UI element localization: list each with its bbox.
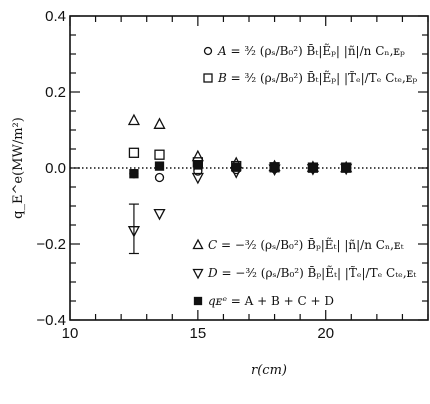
point-square-filled	[193, 160, 203, 170]
legend-formula: = ³⁄₂ (ρₛ/B₀²) B̄ₜ|Ẽₚ| |ñ|/n Cₙ,ᴇₚ	[227, 43, 405, 58]
point-square-filled	[269, 162, 280, 173]
legend-marker-square-open	[203, 73, 213, 83]
x-tick-label: 20	[317, 325, 334, 342]
point-triangle-up-open	[153, 117, 166, 129]
x-tick-label: 10	[62, 325, 79, 342]
legend-entry: C = −³⁄₂ (ρₛ/B₀²) B̄ₚ|Ẽₜ| |ñ|/n Cₙ,ᴇₜ	[208, 237, 404, 252]
legend-marker-triangle-up-open	[192, 238, 204, 250]
tick-labels: 10 15 20 0.4 0.2 0.0 −0.2 −0.4	[36, 8, 334, 342]
legend-formula: = A + B + C + D	[227, 294, 334, 308]
point-triangle-down-open	[191, 172, 204, 185]
point-square-filled	[341, 163, 351, 173]
legend-marker-square-filled	[193, 296, 203, 306]
point-triangle-down-open	[127, 226, 141, 238]
point-square-open	[154, 149, 165, 160]
legend-entry: qᴇᵉ = A + B + C + D	[208, 294, 334, 308]
legend-formula: = −³⁄₂ (ρₛ/B₀²) B̄ₚ|Ẽₜ| |ñ|/n Cₙ,ᴇₜ	[217, 237, 403, 252]
point-square-filled	[308, 163, 318, 173]
legend-formula: = −³⁄₂ (ρₛ/B₀²) B̄ₚ|Ẽₜ| |T̃ₑ|/Tₑ Cₜₑ,ᴇₜ	[218, 265, 417, 280]
point-square-filled	[231, 162, 241, 172]
y-tick-label: 0.0	[45, 160, 66, 177]
legend-marker-circle-open	[203, 46, 213, 56]
axis-ticks	[69, 15, 429, 321]
point-square-filled	[154, 161, 165, 171]
legend-letter: B	[217, 71, 227, 85]
legend-entry: B = ³⁄₂ (ρₛ/B₀²) B̄ₜ|Ẽₚ| |T̃ₑ|/Tₑ Cₜₑ,ᴇₚ	[217, 70, 417, 85]
legend-upper: A = ³⁄₂ (ρₛ/B₀²) B̄ₜ|Ẽₚ| |ñ|/n Cₙ,ᴇₚB = …	[203, 43, 417, 85]
plot-frame	[69, 15, 429, 321]
legend-letter: qᴇᵉ	[208, 294, 227, 308]
data-marks	[127, 113, 353, 255]
y-tick-label: 0.2	[45, 84, 66, 101]
point-triangle-up-open	[127, 113, 141, 126]
y-tick-label: −0.2	[36, 236, 66, 253]
x-axis-label: r(cm)	[251, 363, 287, 378]
legend-entry: D = −³⁄₂ (ρₛ/B₀²) B̄ₚ|Ẽₜ| |T̃ₑ|/Tₑ Cₜₑ,ᴇ…	[207, 265, 416, 280]
y-axis-label: q_E^e(MW/m²)	[11, 117, 26, 219]
legend-letter: D	[207, 266, 218, 280]
legend-marker-triangle-down-open	[192, 268, 204, 280]
point-square-filled	[129, 169, 139, 179]
point-triangle-up-open	[191, 149, 204, 162]
legend-letter: C	[208, 238, 217, 252]
legend-entry: A = ³⁄₂ (ρₛ/B₀²) B̄ₜ|Ẽₚ| |ñ|/n Cₙ,ᴇₚ	[217, 43, 405, 58]
point-square-open	[128, 147, 140, 158]
y-tick-label: 0.4	[45, 8, 66, 25]
x-tick-label: 15	[190, 325, 207, 342]
legend-formula: = ³⁄₂ (ρₛ/B₀²) B̄ₜ|Ẽₚ| |T̃ₑ|/Tₑ Cₜₑ,ᴇₚ	[227, 70, 418, 85]
point-circle-open	[154, 172, 165, 183]
y-tick-label: −0.4	[36, 312, 66, 329]
point-triangle-down-open	[153, 208, 166, 221]
legend-letter: A	[217, 44, 227, 58]
legend-lower: C = −³⁄₂ (ρₛ/B₀²) B̄ₚ|Ẽₜ| |ñ|/n Cₙ,ᴇₜ D =…	[192, 237, 416, 308]
